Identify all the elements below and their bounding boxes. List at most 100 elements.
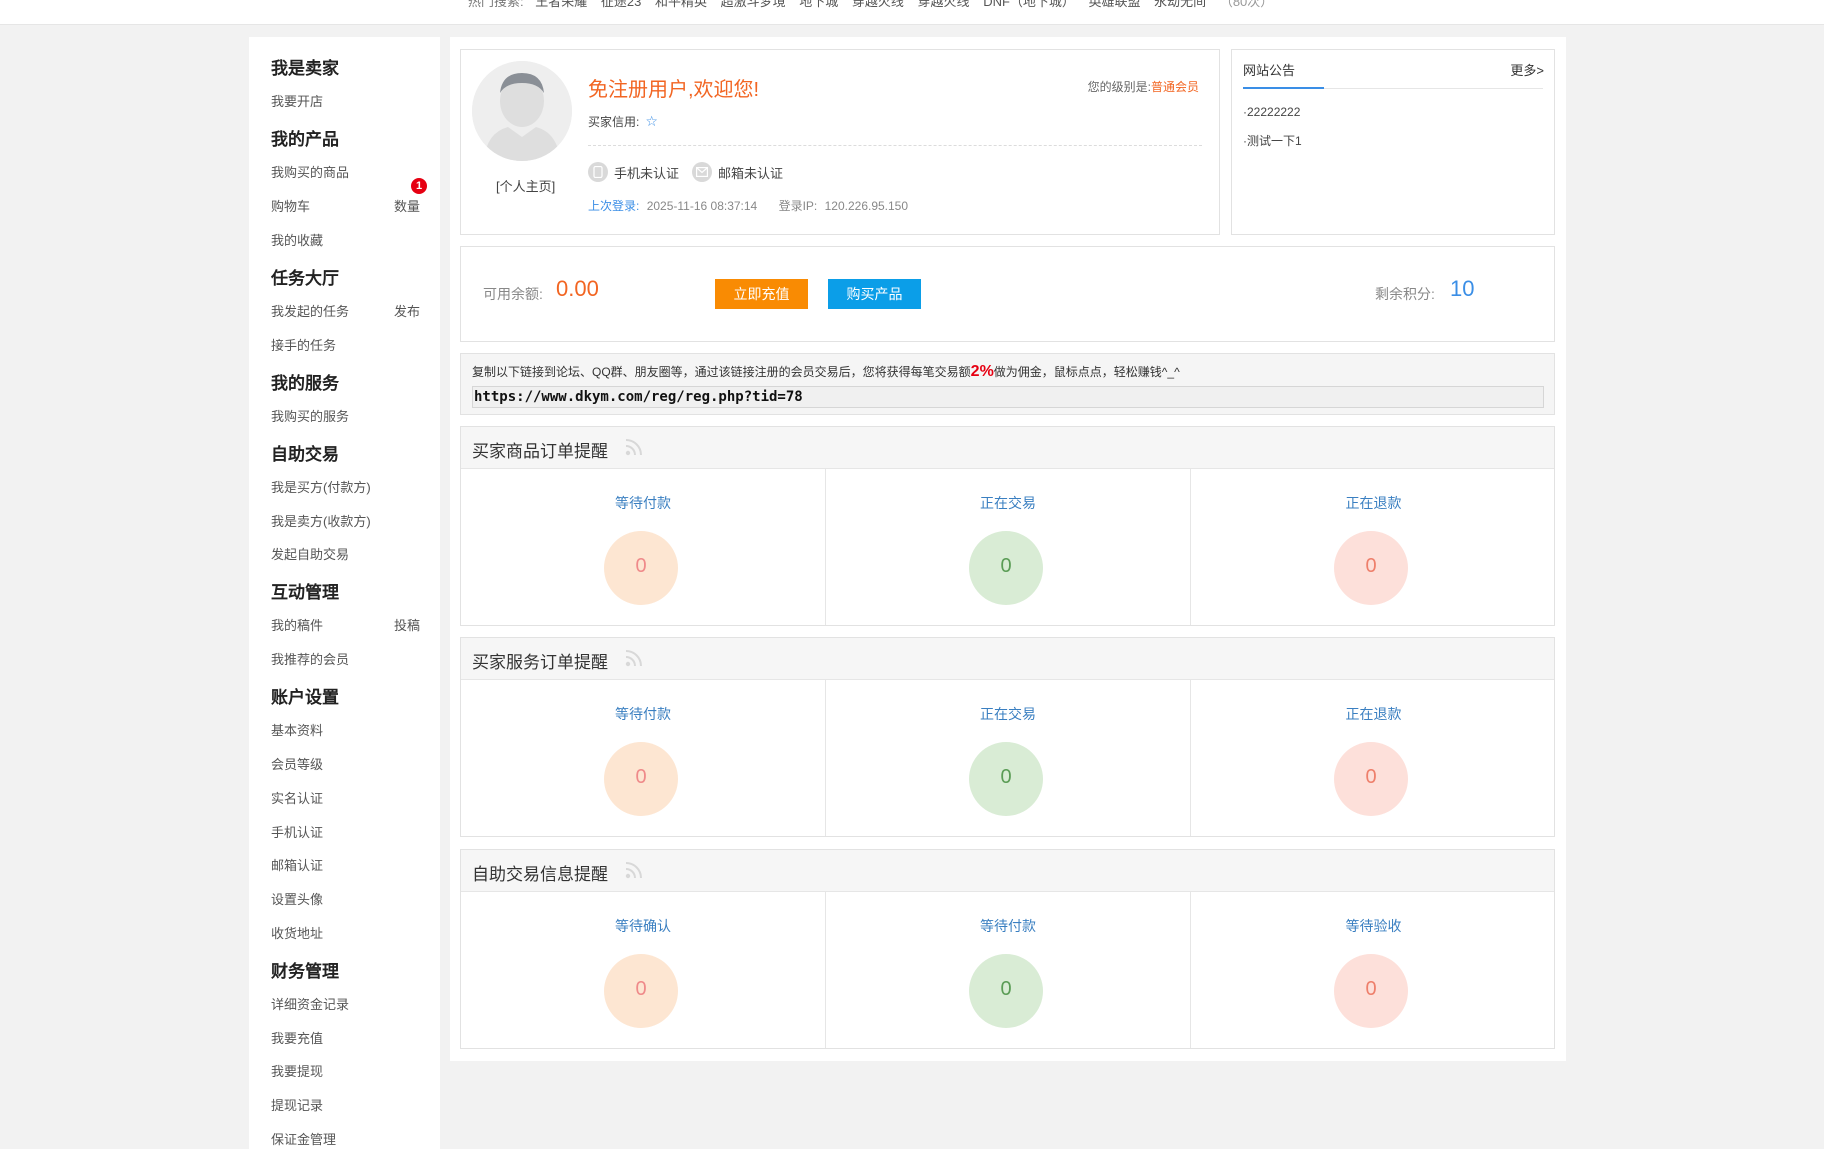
- hot-keyword[interactable]: 征途23: [600, 0, 642, 9]
- sidebar-item-member-level[interactable]: 会员等级: [271, 757, 324, 772]
- divider: [588, 145, 1202, 146]
- hot-keyword[interactable]: 英雄联盟: [1088, 0, 1141, 9]
- sidebar-item-bought-goods[interactable]: 我购买的商品: [271, 165, 350, 180]
- sidebar-group-services: 我的服务: [271, 374, 339, 394]
- reminder-count[interactable]: 0: [604, 954, 678, 1028]
- sidebar-item-referrals[interactable]: 我推荐的会员: [271, 652, 350, 667]
- sidebar-item-seller[interactable]: 我是卖方(收款方): [271, 514, 371, 529]
- hot-keyword[interactable]: 穿越火线: [851, 0, 904, 9]
- reminder-count[interactable]: 0: [1334, 954, 1408, 1028]
- reminder-cell[interactable]: 等待确认 0: [461, 892, 826, 1048]
- sidebar-item-favorites[interactable]: 我的收藏: [271, 233, 324, 248]
- reminder-cell-label[interactable]: 正在交易: [980, 495, 1036, 511]
- reminder-count[interactable]: 0: [1334, 531, 1408, 605]
- reminder-cell[interactable]: 正在交易 0: [826, 469, 1191, 625]
- sidebar-item-my-tasks[interactable]: 我发起的任务: [271, 304, 350, 319]
- sidebar-item-withdraw-records[interactable]: 提现记录: [271, 1098, 324, 1113]
- hot-keyword[interactable]: 穿越火线: [917, 0, 970, 9]
- phone-status-text: 手机未认证: [614, 165, 680, 181]
- reminder-cell[interactable]: 等待付款 0: [461, 469, 826, 625]
- reminder-cell[interactable]: 正在交易 0: [826, 680, 1191, 836]
- phone-icon: [588, 162, 608, 182]
- recharge-button[interactable]: 立即充值: [715, 279, 808, 309]
- reminder-count[interactable]: 0: [969, 742, 1043, 816]
- sidebar-item-email-verify[interactable]: 邮箱认证: [271, 858, 324, 873]
- reminder-count[interactable]: 0: [969, 531, 1043, 605]
- reminder-cell[interactable]: 正在退款 0: [1191, 469, 1556, 625]
- sidebar-item-recharge[interactable]: 我要充值: [271, 1031, 324, 1046]
- reminder-cell[interactable]: 等待付款 0: [461, 680, 826, 836]
- sidebar-item-accepted-tasks[interactable]: 接手的任务: [271, 338, 337, 353]
- sidebar-item-fund-records[interactable]: 详细资金记录: [271, 997, 350, 1012]
- points-label: 剩余积分:: [1375, 286, 1435, 302]
- star-icon: ☆: [645, 113, 658, 129]
- reminder-cell[interactable]: 等待付款 0: [826, 892, 1191, 1048]
- buy-product-button[interactable]: 购买产品: [828, 279, 921, 309]
- sidebar-item-cart[interactable]: 购物车: [271, 199, 311, 214]
- sidebar-item-manuscripts[interactable]: 我的稿件: [271, 618, 324, 633]
- rss-icon: [625, 862, 642, 879]
- email-verify-status[interactable]: 邮箱未认证: [692, 162, 783, 182]
- level-value[interactable]: 普通会员: [1150, 80, 1199, 94]
- sidebar-group-self-trade: 自助交易: [271, 445, 339, 465]
- reminder-cell[interactable]: 等待验收 0: [1191, 892, 1556, 1048]
- sidebar-item-buyer[interactable]: 我是买方(付款方): [271, 480, 371, 495]
- sidebar-publish-task[interactable]: 发布: [393, 304, 420, 319]
- hot-keyword[interactable]: 超激斗梦境: [720, 0, 786, 9]
- sidebar-item-bought-services[interactable]: 我购买的服务: [271, 409, 350, 424]
- reminder-cell-label[interactable]: 等待付款: [615, 706, 671, 722]
- referral-box: 复制以下链接到论坛、QQ群、朋友圈等，通过该链接注册的会员交易后，您将获得每笔交…: [460, 353, 1555, 415]
- sidebar-item-realname[interactable]: 实名认证: [271, 791, 324, 806]
- sidebar-submit-manuscript[interactable]: 投稿: [393, 618, 420, 633]
- sidebar-group-seller: 我是卖家: [271, 59, 339, 79]
- hot-keyword[interactable]: DNF（地下城）: [983, 0, 1075, 9]
- notice-item[interactable]: ·22222222: [1243, 105, 1301, 119]
- hot-keyword[interactable]: 永劫无间: [1154, 0, 1207, 9]
- sidebar-item-profile[interactable]: 基本资料: [271, 723, 324, 738]
- reminder-header: 买家服务订单提醒: [461, 638, 1554, 680]
- reminder-cell-label[interactable]: 正在退款: [1345, 706, 1402, 722]
- sidebar-item-deposit[interactable]: 保证金管理: [271, 1132, 337, 1147]
- sidebar-item-withdraw[interactable]: 我要提现: [271, 1064, 324, 1079]
- notice-more-link[interactable]: 更多>: [1510, 63, 1544, 78]
- reminder-count[interactable]: 0: [969, 954, 1043, 1028]
- personal-homepage-link[interactable]: [个人主页]: [496, 179, 556, 194]
- reminder-cell-label[interactable]: 等待付款: [615, 495, 671, 511]
- notice-title[interactable]: 网站公告: [1243, 63, 1296, 78]
- reminder-count[interactable]: 0: [604, 742, 678, 816]
- level-label: 您的级别是:: [1087, 80, 1151, 94]
- sidebar-item-start-trade[interactable]: 发起自助交易: [271, 547, 350, 562]
- reminder-title: 买家服务订单提醒: [472, 653, 608, 673]
- reminder-cell[interactable]: 正在退款 0: [1191, 680, 1556, 836]
- sidebar-item-phone-verify[interactable]: 手机认证: [271, 825, 324, 840]
- reminder-count[interactable]: 0: [604, 531, 678, 605]
- balance-label: 可用余额:: [483, 286, 543, 302]
- notice-item[interactable]: ·测试一下1: [1243, 134, 1302, 148]
- goods-order-reminder: 买家商品订单提醒 等待付款 0 正在交易 0 正在退款 0: [460, 426, 1555, 626]
- hot-keyword[interactable]: 地下城: [799, 0, 839, 9]
- sidebar-item-address[interactable]: 收货地址: [271, 926, 324, 941]
- login-ip: 120.226.95.150: [824, 199, 909, 213]
- buyer-credit: 买家信用: ☆: [588, 113, 658, 130]
- sidebar-cart-count[interactable]: 数量: [393, 199, 420, 214]
- main-panel: [个人主页] 免注册用户,欢迎您! 您的级别是:普通会员 买家信用: ☆ 手机未认…: [450, 37, 1566, 1061]
- reminder-cell-label[interactable]: 正在交易: [980, 706, 1036, 722]
- mail-icon: [692, 162, 712, 182]
- sidebar-item-open-shop[interactable]: 我要开店: [271, 94, 324, 109]
- hot-keyword[interactable]: 和平精英: [654, 0, 707, 9]
- reminder-cell-label[interactable]: 正在退款: [1345, 495, 1402, 511]
- last-login-info: 上次登录: 2025-11-16 08:37:14 登录IP: 120.226.…: [588, 197, 908, 214]
- reminder-cell-label[interactable]: 等待付款: [980, 918, 1036, 934]
- sidebar-item-avatar[interactable]: 设置头像: [271, 892, 324, 907]
- notice-divider: [1243, 88, 1543, 89]
- reminder-cell-label[interactable]: 等待确认: [615, 918, 671, 934]
- default-avatar-icon[interactable]: [472, 61, 572, 161]
- reminder-cell-label[interactable]: 等待验收: [1345, 918, 1402, 934]
- reminder-count[interactable]: 0: [1334, 742, 1408, 816]
- phone-verify-status[interactable]: 手机未认证: [588, 162, 679, 182]
- last-login-label: 上次登录:: [588, 199, 640, 213]
- rss-icon: [625, 650, 642, 667]
- site-notice-box: 网站公告 更多> ·22222222 ·测试一下1: [1231, 49, 1555, 235]
- hot-keyword[interactable]: 王者荣耀: [535, 0, 588, 9]
- referral-link-field[interactable]: https://www.dkym.com/reg/reg.php?tid=78: [472, 386, 1544, 408]
